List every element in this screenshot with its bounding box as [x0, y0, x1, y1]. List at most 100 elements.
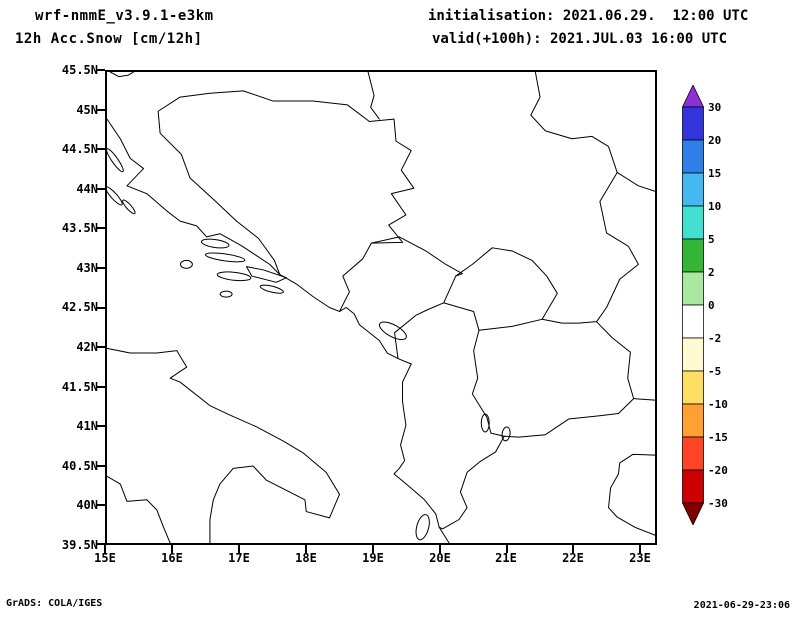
lon-tick-label: 20E	[429, 551, 451, 565]
coastline-thermaikos-gulf	[609, 454, 655, 535]
lon-tick-label: 18E	[295, 551, 317, 565]
island-brac	[201, 238, 230, 250]
lon-tick-mark	[305, 545, 307, 553]
valid-time-label: valid(+100h): 2021.JUL.03 16:00 UTC	[432, 31, 728, 47]
lat-tick-label: 44.5N	[61, 142, 98, 156]
lon-tick-label: 16E	[161, 551, 183, 565]
lat-tick-mark	[97, 148, 105, 150]
lat-tick-label: 39.5N	[61, 538, 98, 552]
lat-tick-mark	[97, 425, 105, 427]
lon-tick-mark	[372, 545, 374, 553]
lon-tick-label: 15E	[94, 551, 116, 565]
lat-tick-mark	[97, 188, 105, 190]
colorbar-tick-label: -15	[708, 431, 728, 444]
lon-tick-mark	[171, 545, 173, 553]
lat-tick-label: 41N	[76, 419, 98, 433]
colorbar-swatch	[682, 403, 704, 438]
island-vis	[180, 260, 192, 268]
lat-tick-mark	[97, 504, 105, 506]
border-bosnia-serbia-drina	[371, 119, 413, 243]
lake-ohrid	[481, 414, 489, 432]
border-kosovo	[444, 248, 558, 330]
lon-tick-mark	[104, 545, 106, 553]
lat-tick-mark	[97, 386, 105, 388]
lat-tick-mark	[97, 465, 105, 467]
colorbar-arrow-top	[683, 85, 704, 107]
lat-tick-label: 45.5N	[61, 63, 98, 77]
map-plot-area	[105, 70, 657, 545]
lon-tick-label: 22E	[562, 551, 584, 565]
lat-tick-label: 45N	[76, 103, 98, 117]
border-croatia-bosnia	[158, 91, 394, 275]
border-montenegro-albania	[395, 303, 444, 359]
lat-tick-label: 44N	[76, 182, 98, 196]
colorbar-swatch	[682, 304, 704, 339]
island-corfu	[414, 513, 432, 541]
island-dugi-otok	[107, 185, 124, 207]
colorbar-swatch	[682, 337, 704, 372]
border-romania-bulgaria-danube	[617, 172, 655, 191]
colorbar-swatch	[682, 205, 704, 240]
lon-tick-mark	[439, 545, 441, 553]
border-montenegro-serbia	[371, 237, 462, 276]
border-bosnia-montenegro	[340, 243, 372, 311]
init-time-label: initialisation: 2021.06.29. 12:00 UTC	[428, 8, 749, 24]
island-pag	[107, 147, 125, 173]
map-canvas	[107, 72, 655, 543]
lat-tick-mark	[97, 267, 105, 269]
border-slovenia-croatia	[110, 72, 133, 77]
lon-tick-label: 23E	[629, 551, 651, 565]
island-mljet	[260, 283, 285, 295]
colorbar-tick-label: -5	[708, 365, 722, 378]
colorbar	[682, 85, 704, 525]
colorbar-swatch	[682, 469, 704, 504]
lon-tick-mark	[639, 545, 641, 553]
coastline-italy-east	[107, 348, 340, 543]
colorbar-tick-label: 2	[708, 266, 715, 279]
colorbar-tick-label: 0	[708, 299, 715, 312]
colorbar-tick-label: 30	[708, 101, 722, 114]
product-title: 12h Acc.Snow [cm/12h]	[15, 31, 203, 47]
border-serbia-macedonia	[542, 319, 596, 323]
lat-tick-mark	[97, 69, 105, 71]
lat-tick-mark	[97, 227, 105, 229]
colorbar-swatch	[682, 370, 704, 405]
colorbar-tick-label: -30	[708, 497, 728, 510]
lat-tick-label: 40.5N	[61, 459, 98, 473]
border-croatia-serbia	[368, 72, 379, 119]
colorbar-swatch	[682, 436, 704, 471]
colorbar-tick-label: 20	[708, 134, 722, 147]
lake-prespa	[501, 427, 511, 442]
colorbar-tick-label: 15	[708, 167, 722, 180]
border-bulgaria-greece-spur	[634, 399, 655, 400]
border-albania-macedonia	[472, 330, 504, 436]
lat-tick-mark	[97, 346, 105, 348]
lat-tick-label: 43N	[76, 261, 98, 275]
island-korcula	[217, 271, 251, 282]
lat-tick-label: 40N	[76, 498, 98, 512]
lon-tick-label: 17E	[228, 551, 250, 565]
border-serbia-romania-bulgaria-greece	[439, 72, 638, 529]
lon-tick-mark	[572, 545, 574, 553]
model-title: wrf-nmmE_v3.9.1-e3km	[35, 8, 214, 24]
colorbar-tick-label: -20	[708, 464, 728, 477]
lon-tick-mark	[238, 545, 240, 553]
lon-tick-label: 21E	[495, 551, 517, 565]
lat-tick-label: 42N	[76, 340, 98, 354]
lat-tick-mark	[97, 543, 105, 545]
lat-tick-mark	[97, 307, 105, 309]
coastline-adriatic-east	[107, 119, 449, 543]
colorbar-tick-label: -2	[708, 332, 722, 345]
creation-timestamp: 2021-06-29-23:06	[693, 600, 790, 611]
colorbar-swatch	[682, 238, 704, 273]
island-lastovo	[220, 291, 232, 297]
peninsula-peljesac	[246, 267, 286, 283]
colorbar-tick-label: 5	[708, 233, 715, 246]
lat-tick-label: 43.5N	[61, 221, 98, 235]
colorbar-tick-label: -10	[708, 398, 728, 411]
grads-credit: GrADS: COLA/IGES	[6, 598, 103, 609]
lon-tick-mark	[506, 545, 508, 553]
island-hvar	[205, 251, 245, 263]
lon-tick-label: 19E	[362, 551, 384, 565]
